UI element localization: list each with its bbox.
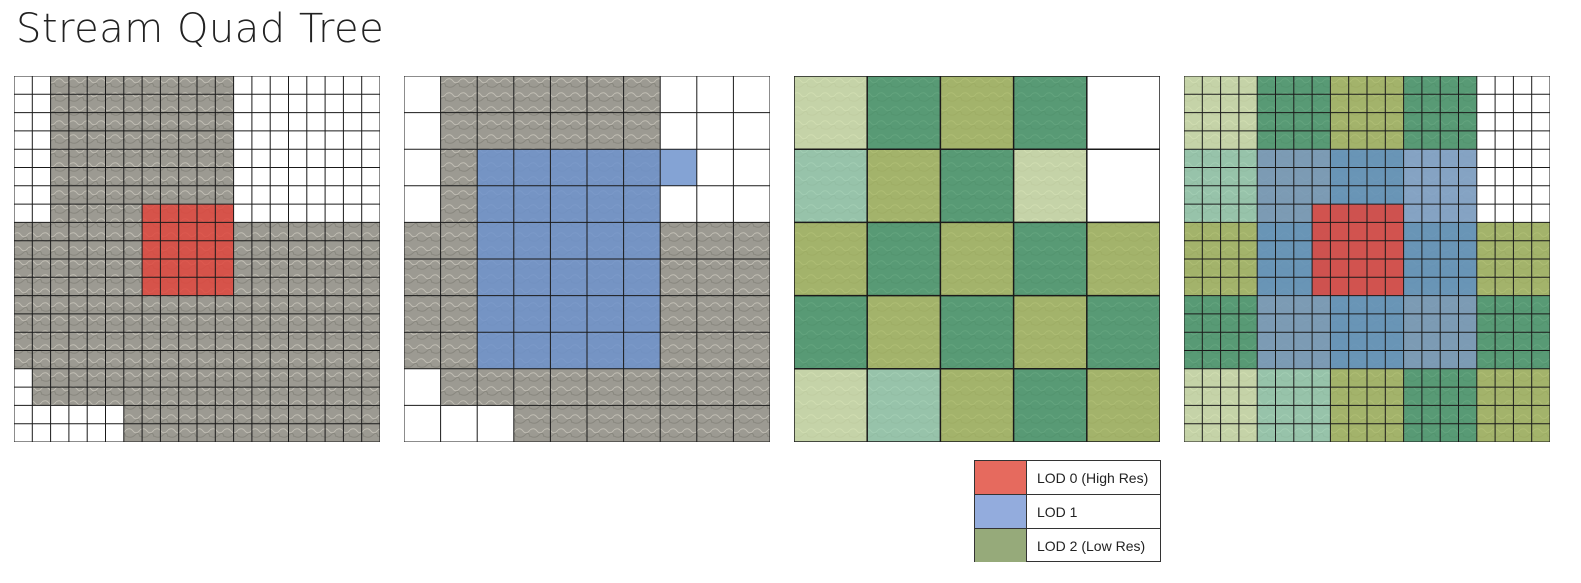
lod2-tile-0-1: [867, 76, 941, 150]
lod2-tile-0-4: [1086, 76, 1160, 150]
lod2-tile-4-1: [867, 368, 941, 442]
lod2-tile-3-1: [867, 295, 941, 369]
legend-row-lod2: LOD 2 (Low Res): [975, 529, 1160, 562]
legend-label-lod2: LOD 2 (Low Res): [1037, 537, 1146, 554]
lod2-tile-1-0: [794, 149, 868, 223]
lod2-tile-4-0: [794, 368, 868, 442]
lod2-tile-0-2: [940, 76, 1014, 150]
panel-lod0: [14, 76, 380, 442]
lod2-tile-3-0: [794, 295, 868, 369]
lod2-tile-2-1: [867, 222, 941, 296]
combined-fine-grid: [1184, 76, 1550, 442]
lod0-grid: [14, 76, 380, 442]
page-title: Stream Quad Tree: [16, 6, 385, 52]
lod2-tile-1-2: [940, 149, 1014, 223]
empty-bottom-2: [404, 368, 441, 406]
legend-row-lod1: LOD 1: [975, 495, 1160, 529]
lod2-tile-4-2: [940, 368, 1014, 442]
legend-swatch-lod1: [975, 495, 1027, 528]
lod2-tile-2-3: [1013, 222, 1087, 296]
legend: LOD 0 (High Res) LOD 1 LOD 2 (Low Res): [974, 460, 1161, 562]
legend-row-lod0: LOD 0 (High Res): [975, 461, 1160, 495]
lod2-tile-2-0: [794, 222, 868, 296]
lod2-tile-1-3: [1013, 149, 1087, 223]
legend-label-lod1: LOD 1: [1037, 503, 1078, 520]
lod2-tile-3-2: [940, 295, 1014, 369]
lod2-tile-2-2: [940, 222, 1014, 296]
lod2-tile-4-3: [1013, 368, 1087, 442]
lod2-tile-3-4: [1086, 295, 1160, 369]
lod2-grid: [794, 76, 1160, 442]
lod0-region: [142, 204, 234, 296]
lod1-grid: [404, 76, 770, 442]
legend-swatch-lod0: [975, 461, 1027, 494]
lod2-tile-1-4: [1086, 149, 1160, 223]
panel-lod1: [404, 76, 770, 442]
combined-lod0-region: [1312, 204, 1404, 296]
lod2-tile-2-4: [1086, 222, 1160, 296]
legend-label-lod0: LOD 0 (High Res): [1037, 469, 1149, 486]
lod2-tile-0-0: [794, 76, 868, 150]
lod1-region-edge: [660, 149, 697, 186]
panel-combined: [1184, 76, 1550, 442]
lod2-tile-3-3: [1013, 295, 1087, 369]
empty-bottom: [404, 405, 514, 442]
lod2-tile-1-1: [867, 149, 941, 223]
lod2-tile-4-4: [1086, 368, 1160, 442]
legend-swatch-lod2: [975, 529, 1027, 562]
panel-lod2: [794, 76, 1160, 442]
lod2-tile-0-3: [1013, 76, 1087, 150]
